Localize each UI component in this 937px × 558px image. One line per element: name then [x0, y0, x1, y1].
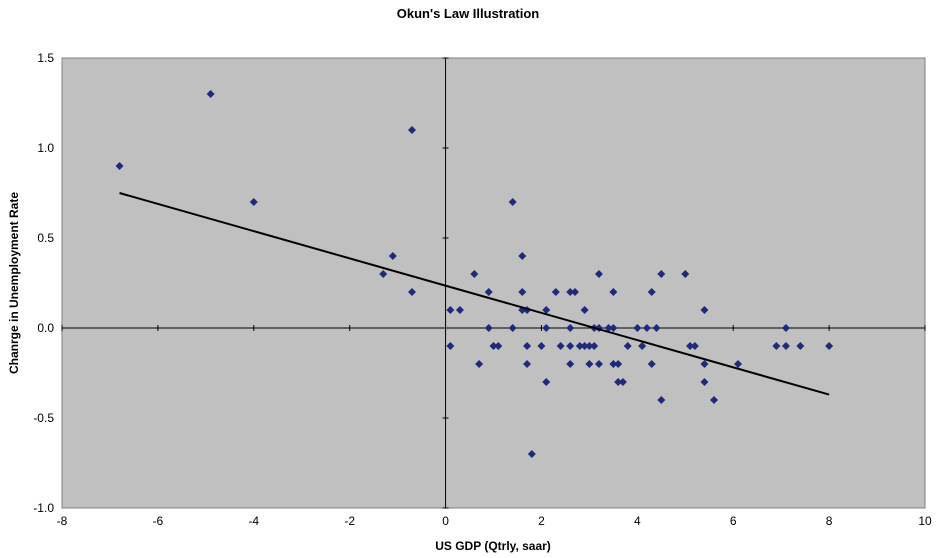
data-point: [206, 90, 215, 98]
data-point: [700, 360, 709, 368]
data-point: [796, 342, 805, 350]
data-point: [657, 396, 666, 404]
data-point: [681, 270, 690, 278]
data-point: [489, 342, 498, 350]
data-point: [379, 270, 388, 278]
data-point: [590, 342, 599, 350]
data-point: [523, 360, 532, 368]
x-tick-label: 10: [918, 514, 932, 528]
data-point: [484, 288, 493, 296]
data-point: [542, 306, 551, 314]
x-tick-label: 8: [826, 514, 833, 528]
data-point: [566, 288, 575, 296]
data-point: [614, 360, 623, 368]
data-point: [647, 288, 656, 296]
data-points: [115, 90, 834, 458]
data-point: [609, 360, 618, 368]
data-point: [556, 342, 565, 350]
data-point: [700, 306, 709, 314]
x-tick-label: -8: [57, 514, 68, 528]
data-point: [652, 324, 661, 332]
x-tick-label: 2: [538, 514, 545, 528]
data-point: [700, 378, 709, 386]
data-point: [523, 342, 532, 350]
data-point: [508, 324, 517, 332]
data-point: [470, 270, 479, 278]
data-point: [623, 342, 632, 350]
data-point: [115, 162, 124, 170]
data-point: [609, 288, 618, 296]
x-tick-label: 6: [730, 514, 737, 528]
y-tick-label: -0.5: [33, 411, 54, 425]
data-point: [494, 342, 503, 350]
data-point: [772, 342, 781, 350]
data-point: [686, 342, 695, 350]
x-tick-label: -2: [344, 514, 355, 528]
y-tick-label: 0.5: [37, 231, 54, 245]
data-point: [566, 360, 575, 368]
data-point: [594, 360, 603, 368]
data-point: [585, 342, 594, 350]
axis-ticks: -8 -6 -4 -2 0 2 4 6 8 10 -1.0 -0.5 0.0 0.5 1.0 1.5: [33, 51, 932, 528]
x-tick-label: -4: [248, 514, 259, 528]
data-point: [825, 342, 834, 350]
data-point: [566, 324, 575, 332]
x-tick-label: 0: [442, 514, 449, 528]
data-point: [604, 324, 613, 332]
data-point: [647, 360, 656, 368]
x-tick-label: 4: [634, 514, 641, 528]
data-point: [614, 378, 623, 386]
data-point: [542, 324, 551, 332]
data-point: [446, 306, 455, 314]
data-point: [566, 342, 575, 350]
data-point: [571, 288, 580, 296]
data-point: [657, 270, 666, 278]
y-tick-label: 1.0: [37, 141, 54, 155]
data-point: [575, 342, 584, 350]
data-point: [580, 306, 589, 314]
y-tick-label: 1.5: [37, 51, 54, 65]
data-point: [642, 324, 651, 332]
x-axis-label: US GDP (Qtrly, saar): [435, 539, 551, 553]
data-point: [537, 342, 546, 350]
data-point: [455, 306, 464, 314]
y-tick-label: 0.0: [37, 321, 54, 335]
data-point: [249, 198, 258, 206]
data-point: [781, 342, 790, 350]
data-point: [710, 396, 719, 404]
y-axis-label: Chanrge in Unemployment Rate: [7, 192, 21, 374]
trendline: [119, 192, 830, 396]
data-point: [638, 342, 647, 350]
data-point: [618, 378, 627, 386]
plot-area: [61, 57, 926, 509]
data-point: [734, 360, 743, 368]
data-point: [609, 324, 618, 332]
data-point: [407, 288, 416, 296]
data-point: [781, 324, 790, 332]
x-tick-label: -6: [153, 514, 164, 528]
data-point: [527, 450, 536, 458]
data-point: [542, 378, 551, 386]
data-point: [518, 252, 527, 260]
y-tick-label: -1.0: [33, 501, 54, 515]
data-point: [388, 252, 397, 260]
data-point: [407, 126, 416, 134]
data-point: [633, 324, 642, 332]
data-point: [518, 288, 527, 296]
data-point: [508, 198, 517, 206]
data-point: [475, 360, 484, 368]
data-point: [446, 342, 455, 350]
data-point: [594, 270, 603, 278]
data-point: [585, 360, 594, 368]
data-point: [580, 342, 589, 350]
data-point: [551, 288, 560, 296]
chart-title: Okun's Law Illustration: [397, 6, 540, 21]
data-point: [690, 342, 699, 350]
data-point: [484, 324, 493, 332]
